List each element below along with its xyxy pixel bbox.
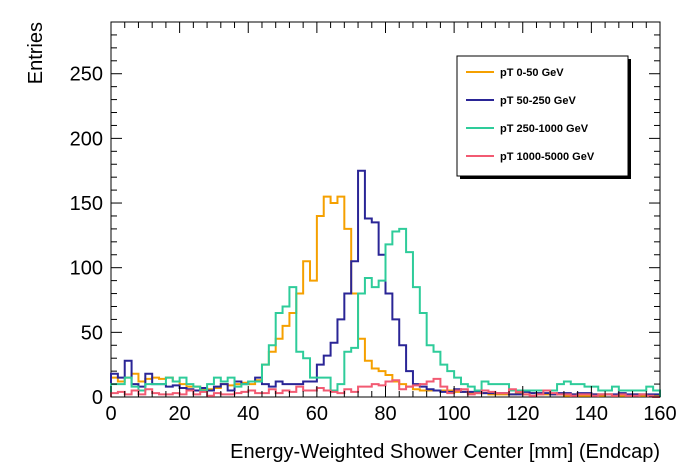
x-tick-label: 20 xyxy=(169,403,191,425)
y-tick-label: 100 xyxy=(70,258,103,280)
legend-label-1: pT 50-250 GeV xyxy=(500,95,576,107)
legend-label-0: pT 0-50 GeV xyxy=(500,67,564,79)
y-tick-label: 50 xyxy=(81,322,103,344)
y-axis-title: Entries xyxy=(25,22,47,84)
x-tick-label: 0 xyxy=(105,403,116,425)
series-line-2 xyxy=(110,227,661,397)
legend-label-3: pT 1000-5000 GeV xyxy=(500,151,595,163)
legend-entries: pT 0-50 GeV pT 50-250 GeV pT 250-1000 GeV p… xyxy=(466,67,595,163)
series-layer xyxy=(110,169,661,398)
series-line-0 xyxy=(110,195,661,397)
x-axis-title: Energy-Weighted Shower Center [mm] (Endc… xyxy=(230,441,660,463)
y-tick-label: 200 xyxy=(70,128,103,150)
series-line-3 xyxy=(110,377,660,398)
y-tick-label: 250 xyxy=(70,64,103,86)
tick-layer xyxy=(110,21,661,398)
x-tick-label: 120 xyxy=(506,403,539,425)
series-line-1 xyxy=(110,169,661,397)
x-tick-label: 100 xyxy=(437,403,470,425)
x-tick-label: 40 xyxy=(237,403,259,425)
x-tick-label: 160 xyxy=(643,403,676,425)
x-tick-label: 80 xyxy=(374,403,396,425)
x-tick-label: 60 xyxy=(306,403,328,425)
legend: pT 0-50 GeV pT 50-250 GeV pT 250-1000 GeV p… xyxy=(456,55,631,179)
tick-label-layer: 0 20 40 60 80 100 120 140 160 0 50 100 150 200 250 xyxy=(70,64,677,425)
y-tick-label: 150 xyxy=(70,193,103,215)
x-tick-label: 140 xyxy=(575,403,608,425)
y-tick-label: 0 xyxy=(92,387,103,409)
legend-label-2: pT 250-1000 GeV xyxy=(500,123,589,135)
